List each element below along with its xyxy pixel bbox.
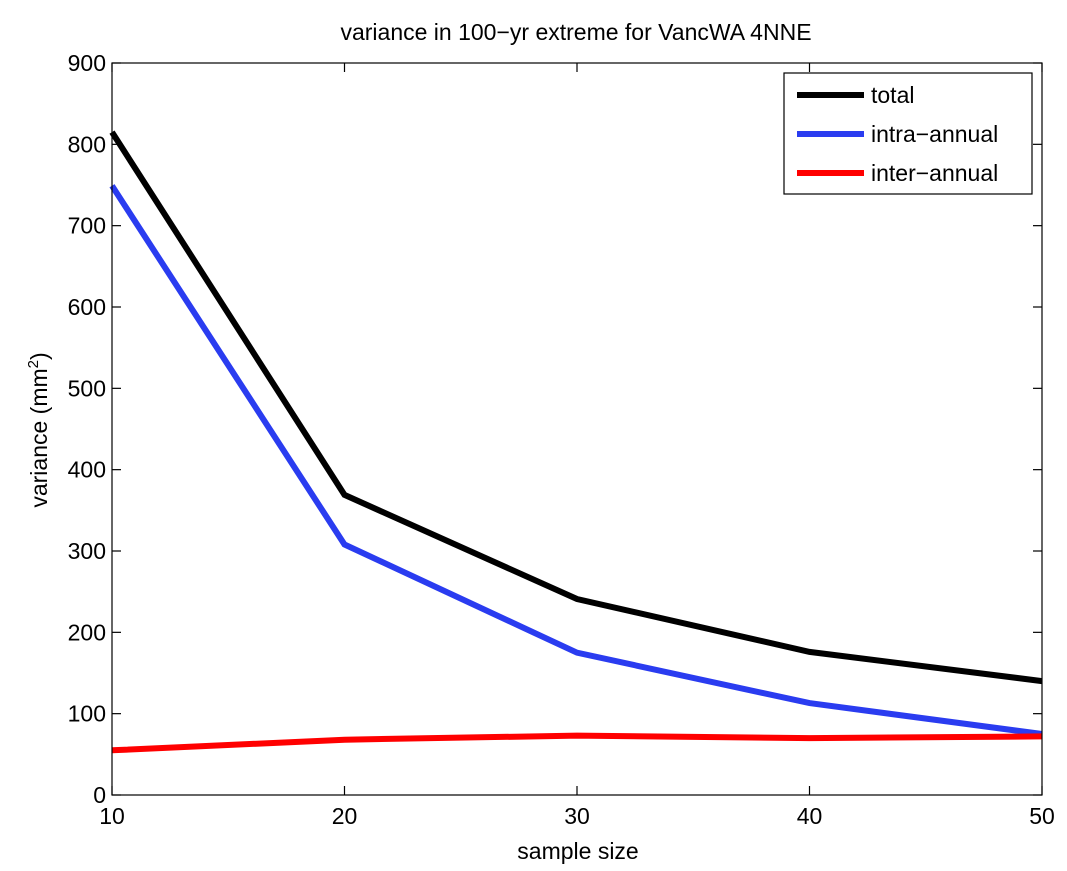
y-tick-label: 200: [68, 619, 106, 645]
x-tick-label: 30: [564, 803, 590, 829]
legend-label-2: inter−annual: [871, 160, 998, 186]
y-tick-label: 900: [68, 50, 106, 76]
y-axis-label-text: variance (mm: [26, 368, 52, 507]
y-tick-label: 300: [68, 538, 106, 564]
series-lines: [109, 130, 1043, 754]
x-tick-label: 20: [332, 803, 358, 829]
x-tick-label: 50: [1029, 803, 1055, 829]
y-tick-label: 600: [68, 294, 106, 320]
legend-label-0: total: [871, 82, 914, 108]
y-tick-label: 700: [68, 213, 106, 239]
y-tick-label: 800: [68, 131, 106, 157]
y-axis-label-suffix: ): [26, 352, 52, 360]
y-tick-label: 500: [68, 375, 106, 401]
y-tick-label: 0: [93, 782, 106, 808]
legend: total intra−annual inter−annual: [783, 72, 1033, 195]
chart-title: variance in 100−yr extreme for VancWA 4N…: [340, 19, 811, 45]
y-tick-label: 400: [68, 457, 106, 483]
series-line-1: [109, 184, 1043, 737]
legend-label-1: intra−annual: [871, 121, 998, 147]
x-axis-label: sample size: [517, 838, 638, 864]
series-line-0: [109, 130, 1043, 685]
y-tick-label: 100: [68, 701, 106, 727]
series-line-2: [111, 732, 1043, 754]
y-axis-label: variance (mm2): [25, 352, 52, 507]
x-tick-label: 40: [797, 803, 823, 829]
x-tick-label: 10: [99, 803, 125, 829]
y-axis-label-superscript: 2: [25, 360, 42, 368]
